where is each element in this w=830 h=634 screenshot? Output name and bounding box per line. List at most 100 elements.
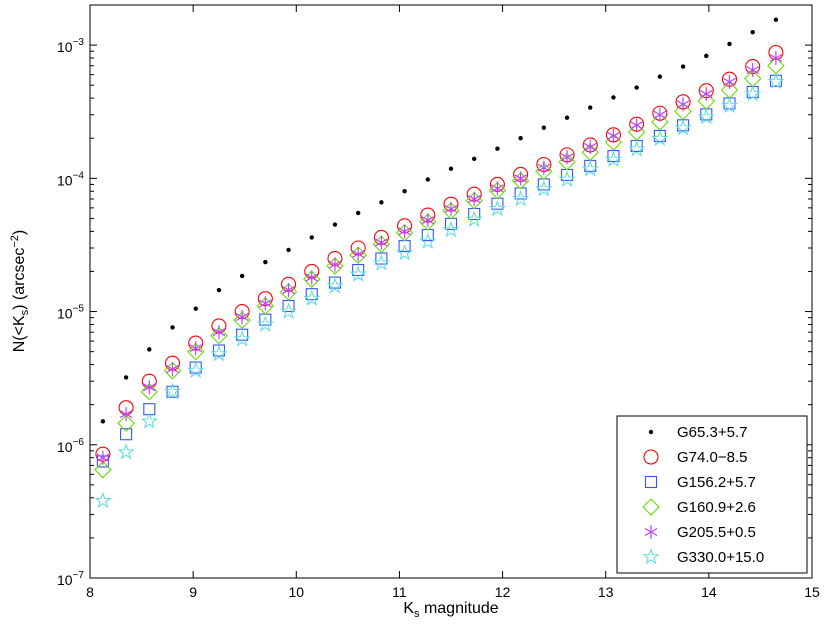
data-point xyxy=(186,342,205,361)
legend-markers xyxy=(642,429,660,565)
data-point xyxy=(163,382,182,400)
data-point xyxy=(767,72,785,90)
x-tick-label: 14 xyxy=(701,584,717,600)
data-point xyxy=(94,460,112,479)
data-point xyxy=(541,125,547,130)
data-point xyxy=(328,257,342,272)
legend-marker xyxy=(648,429,654,435)
data-point xyxy=(537,160,551,175)
data-point xyxy=(699,86,713,101)
data-point xyxy=(395,224,414,242)
data-point xyxy=(210,344,228,362)
data-point xyxy=(697,108,715,125)
y-tick-label: 10−4 xyxy=(57,170,84,188)
data-point xyxy=(676,97,690,112)
data-point xyxy=(604,150,623,167)
data-point xyxy=(444,201,458,216)
data-point xyxy=(564,115,570,120)
data-point xyxy=(611,95,616,100)
data-point xyxy=(581,160,599,177)
data-point xyxy=(634,85,639,90)
legend-label-g156: G156.2+5.7 xyxy=(677,474,756,491)
data-point xyxy=(303,289,321,306)
data-point xyxy=(120,428,133,441)
data-point xyxy=(351,247,365,262)
data-point xyxy=(286,247,291,253)
data-point xyxy=(235,310,249,325)
data-point xyxy=(263,259,268,265)
data-point xyxy=(421,213,435,228)
x-tick-label: 11 xyxy=(392,584,407,600)
legend-marker xyxy=(642,547,660,565)
data-point xyxy=(326,277,344,294)
x-tick-label: 9 xyxy=(189,584,197,600)
data-point xyxy=(140,382,159,401)
data-point xyxy=(704,53,709,59)
legend-marker xyxy=(642,498,660,516)
data-point xyxy=(256,297,275,315)
y-axis-label: N(<Ks) (arcsec−2) xyxy=(9,230,31,353)
data-point xyxy=(491,181,504,196)
data-point xyxy=(402,189,407,194)
legend-label-g65: G65.3+5.7 xyxy=(677,424,747,441)
data-point xyxy=(607,128,620,143)
data-point xyxy=(419,232,437,249)
data-point xyxy=(166,385,179,398)
data-point xyxy=(723,74,736,89)
data-point xyxy=(305,288,318,301)
data-point xyxy=(398,224,411,239)
data-point xyxy=(210,326,228,345)
data-point xyxy=(302,270,321,288)
y-tick-label: 10−3 xyxy=(57,37,84,55)
x-tick-label: 8 xyxy=(86,584,94,600)
data-point xyxy=(558,153,576,171)
y-tick-label: 10−7 xyxy=(57,570,84,588)
data-point xyxy=(535,180,553,197)
data-point xyxy=(142,380,156,395)
legend-label-g330: G330.0+15.0 xyxy=(677,549,764,566)
data-point xyxy=(375,235,388,250)
data-point xyxy=(583,139,597,154)
axis-ticks xyxy=(89,4,813,579)
data-point xyxy=(746,63,760,78)
data-point xyxy=(189,341,203,356)
data-point xyxy=(379,200,384,205)
data-point xyxy=(680,64,686,69)
data-point xyxy=(94,491,112,509)
data-point xyxy=(653,107,667,122)
data-point xyxy=(170,325,175,330)
data-point xyxy=(309,235,314,240)
data-point xyxy=(465,210,483,227)
data-point xyxy=(773,17,779,22)
data-point xyxy=(147,347,152,352)
data-point xyxy=(236,328,249,341)
data-point xyxy=(212,325,226,340)
data-point xyxy=(628,140,646,157)
data-point xyxy=(96,450,110,465)
data-point xyxy=(187,361,205,378)
series-4 xyxy=(96,51,783,465)
legend-marker xyxy=(643,449,659,465)
data-point xyxy=(372,235,391,254)
series-5 xyxy=(94,72,785,509)
data-point xyxy=(117,414,135,433)
data-point xyxy=(512,189,530,207)
data-point xyxy=(627,123,646,141)
data-point xyxy=(727,41,732,47)
data-point xyxy=(472,156,477,162)
data-point xyxy=(588,105,593,110)
data-point xyxy=(419,213,437,231)
data-point xyxy=(328,276,342,289)
data-point xyxy=(305,270,319,285)
data-markers xyxy=(94,17,785,509)
data-point xyxy=(123,375,129,380)
x-tick-label: 13 xyxy=(598,584,614,600)
x-tick-label: 15 xyxy=(804,584,820,600)
data-point xyxy=(465,191,483,210)
data-point xyxy=(442,202,460,220)
data-point xyxy=(355,210,361,216)
data-point xyxy=(193,306,198,311)
data-point xyxy=(495,146,500,151)
data-point xyxy=(279,283,298,301)
